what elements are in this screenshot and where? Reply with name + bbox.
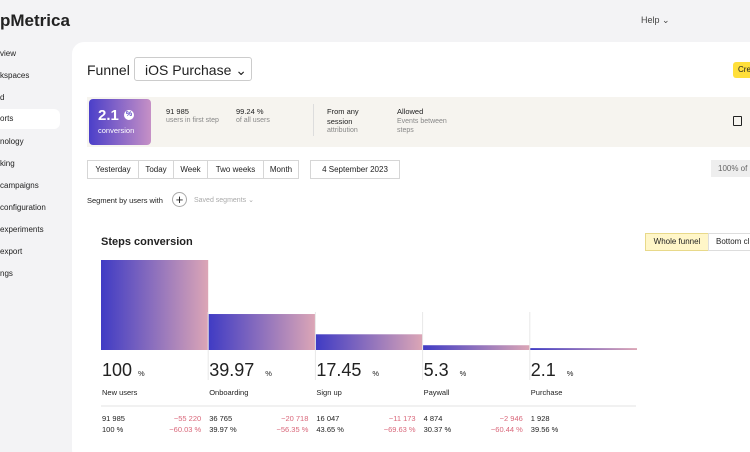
step-unit: % <box>567 369 574 378</box>
funnel-bar <box>208 314 315 350</box>
step-unit: % <box>372 369 379 378</box>
step-share: 30.37 % <box>424 425 452 434</box>
step-share: 100 % <box>102 425 123 434</box>
step-lost-users: −20 718 <box>281 414 308 423</box>
step-unit: % <box>460 369 467 378</box>
step-lost-users: −11 173 <box>389 414 416 423</box>
step-users: 91 985 <box>102 414 125 423</box>
step-share: 39.97 % <box>209 425 237 434</box>
funnel-bar <box>315 334 422 350</box>
step-users: 1 928 <box>531 414 550 423</box>
step-share: 39.56 % <box>531 425 559 434</box>
step-users: 36 765 <box>209 414 232 423</box>
step-percent: 39.97 <box>209 360 254 381</box>
step-percent: 5.3 <box>424 360 449 381</box>
funnel-bar <box>423 345 530 350</box>
step-percent: 17.45 <box>316 360 361 381</box>
step-name: Onboarding <box>209 388 248 397</box>
step-unit: % <box>138 369 145 378</box>
step-unit: % <box>265 369 272 378</box>
step-name: Purchase <box>531 388 563 397</box>
step-lost-users: −55 220 <box>174 414 201 423</box>
funnel-bar <box>101 260 208 350</box>
step-percent: 100 <box>102 360 132 381</box>
step-name: Sign up <box>316 388 341 397</box>
step-lost-share: −69.63 % <box>384 425 416 434</box>
step-lost-users: −2 946 <box>500 414 523 423</box>
step-lost-share: −60.03 % <box>169 425 201 434</box>
step-name: Paywall <box>424 388 450 397</box>
step-lost-share: −60.44 % <box>491 425 523 434</box>
step-users: 16 047 <box>316 414 339 423</box>
step-lost-share: −56.35 % <box>277 425 309 434</box>
step-percent: 2.1 <box>531 360 556 381</box>
step-name: New users <box>102 388 137 397</box>
step-users: 4 874 <box>424 414 443 423</box>
funnel-bar <box>530 348 637 350</box>
step-share: 43.65 % <box>316 425 344 434</box>
